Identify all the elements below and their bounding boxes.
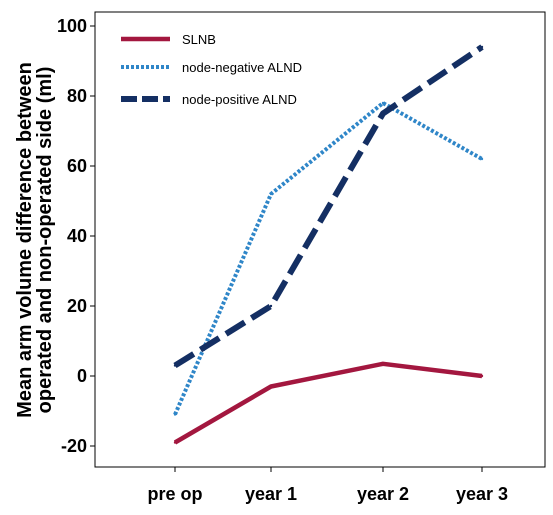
series-point	[381, 362, 385, 365]
x-tick-label: year 3	[456, 484, 508, 504]
y-tick-label: 60	[67, 156, 87, 176]
x-tick-label: pre op	[147, 484, 202, 504]
x-tick-label: year 2	[357, 484, 409, 504]
series-point	[269, 385, 273, 388]
y-tick-label: 40	[67, 226, 87, 246]
series-point	[269, 304, 273, 308]
series-point	[480, 45, 484, 49]
x-tick-label: year 1	[245, 484, 297, 504]
x-axis-ticks: pre op year 1 year 2 year 3	[147, 467, 508, 504]
series-point	[381, 101, 385, 105]
series-line-2	[173, 44, 484, 369]
legend-label: SLNB	[182, 32, 216, 47]
y-tick-label: -20	[61, 436, 87, 456]
series-point	[269, 192, 273, 196]
series-point	[173, 364, 177, 367]
series-point	[480, 374, 484, 378]
series-point	[381, 112, 385, 115]
legend-label: node-positive ALND	[182, 92, 297, 107]
y-axis-ticks: -20 0 20 40 60 80 100	[57, 16, 95, 456]
series-point	[173, 413, 177, 416]
series-line-1	[173, 101, 483, 416]
series-point	[480, 157, 484, 161]
y-axis-title-line-1: Mean arm volume difference between	[14, 62, 36, 418]
legend-label: node-negative ALND	[182, 60, 302, 75]
y-tick-label: 100	[57, 16, 87, 36]
legend: SLNB node-negative ALND node-positive ALND	[121, 32, 302, 107]
plot-area-border	[94, 11, 546, 468]
y-tick-label: 80	[67, 86, 87, 106]
y-tick-label: 0	[77, 366, 87, 386]
series-line-0	[173, 361, 483, 445]
series-point	[173, 441, 177, 444]
series-lines	[173, 44, 484, 445]
plot-frame	[94, 11, 546, 468]
y-axis-title: Mean arm volume difference between opera…	[14, 62, 56, 418]
y-tick-label: 20	[67, 296, 87, 316]
y-axis-title-line-2: operated and non-operated side (ml)	[34, 67, 56, 414]
